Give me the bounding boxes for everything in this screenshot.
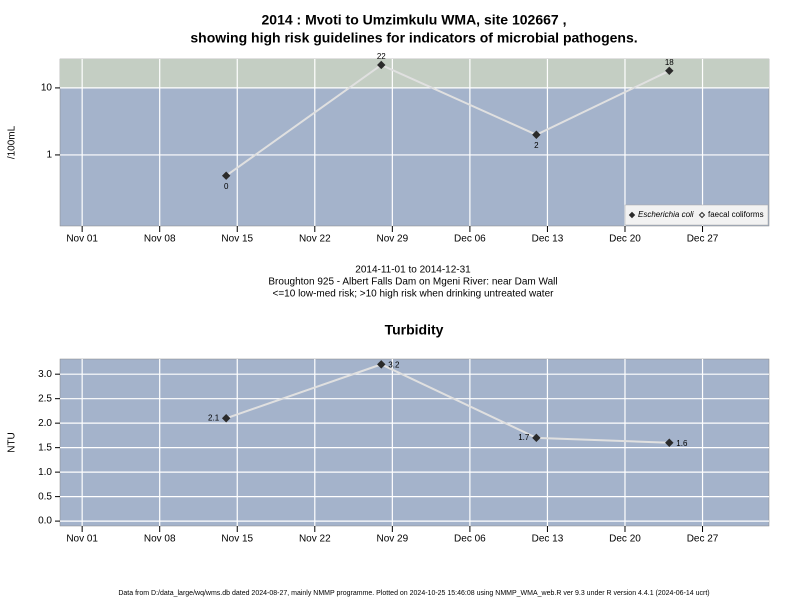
y-tick-label: 10: [41, 83, 53, 94]
data-point: [532, 130, 541, 139]
y-tick-label: 2.5: [38, 393, 52, 404]
y-tick-label: 1: [46, 150, 52, 161]
y-tick-label: 2.0: [38, 418, 52, 429]
x-tick-label: Nov 01: [66, 234, 98, 245]
y-tick-label: 0.0: [38, 516, 52, 527]
x-tick-label: Dec 06: [454, 234, 486, 245]
x-tick-label: Nov 15: [221, 234, 253, 245]
data-label: 1.6: [676, 439, 688, 448]
data-label: 18: [665, 58, 674, 67]
y-tick-label: 1.5: [38, 442, 52, 453]
chart-title: Turbidity: [385, 322, 444, 338]
data-point: [665, 438, 674, 447]
caption: Broughton 925 - Albert Falls Dam on Mgen…: [268, 277, 557, 288]
data-point: [532, 433, 541, 443]
legend-marker: [628, 211, 636, 219]
caption: <=10 low-med risk; >10 high risk when dr…: [273, 289, 555, 300]
data-label: 0: [224, 182, 229, 191]
legend-marker: [698, 211, 706, 219]
legend-label: Escherichia coli: [638, 210, 694, 219]
x-tick-label: Dec 27: [687, 234, 719, 245]
data-point: [665, 66, 674, 76]
chart-title: 2014 : Mvoti to Umzimkulu WMA, site 1026…: [262, 12, 567, 28]
data-point: [377, 360, 386, 369]
x-tick-label: Nov 22: [299, 234, 331, 245]
x-tick-label: Dec 27: [687, 534, 719, 545]
footer: Data from D:/data_large/wq/wms.db dated …: [118, 590, 709, 597]
chart-title: showing high risk guidelines for indicat…: [190, 30, 637, 46]
data-point: [221, 171, 231, 180]
data-label: 1.7: [518, 433, 530, 442]
x-tick-label: Nov 08: [144, 234, 176, 245]
caption: 2014-11-01 to 2014-12-31: [355, 265, 471, 276]
x-tick-label: Nov 01: [66, 534, 98, 545]
y-axis-label: /100mL: [7, 125, 18, 159]
x-tick-label: Dec 06: [454, 534, 486, 545]
x-tick-label: Nov 22: [299, 534, 331, 545]
x-tick-label: Nov 29: [377, 534, 409, 545]
x-tick-label: Dec 20: [609, 534, 641, 545]
data-label: 2.1: [208, 413, 220, 422]
x-tick-label: Dec 13: [532, 534, 564, 545]
x-tick-label: Dec 20: [609, 234, 641, 245]
data-label: 22: [377, 52, 386, 61]
legend-label: faecal coliforms: [708, 210, 764, 219]
y-tick-label: 3.0: [38, 369, 52, 380]
x-tick-label: Nov 29: [377, 234, 409, 245]
y-tick-label: 0.5: [38, 491, 52, 502]
legend: Escherichia coli faecal coliforms: [624, 204, 769, 226]
high-risk-band: [60, 59, 769, 88]
series-line: [225, 63, 670, 177]
y-axis-label: NTU: [7, 432, 18, 453]
data-label: 3.2: [388, 360, 400, 369]
data-point: [221, 414, 231, 423]
y-tick-label: 1.0: [38, 467, 52, 478]
data-label: 2: [534, 141, 539, 150]
legend-box: [624, 204, 769, 226]
x-tick-label: Dec 13: [532, 234, 564, 245]
x-tick-label: Nov 08: [144, 534, 176, 545]
data-point: [377, 60, 386, 70]
series-line: [225, 363, 670, 444]
x-tick-label: Nov 15: [221, 534, 253, 545]
